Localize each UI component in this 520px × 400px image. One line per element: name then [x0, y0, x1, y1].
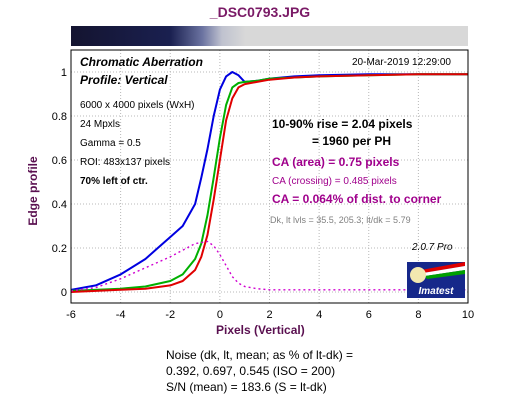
x-tick-label: 10 — [462, 309, 474, 321]
axis-ticks: -6 -4 -2 0 2 4 6 8 10 0 0.2 0.4 0.6 0.8 1 — [52, 67, 474, 321]
y-tick-label: 0.6 — [52, 155, 67, 167]
noise-line-1: Noise (dk, lt, mean; as % of lt-dk) = — [166, 348, 354, 362]
ca-corner-result: CA = 0.064% of dist. to corner — [272, 192, 442, 206]
noise-line-2: 0.392, 0.697, 0.545 (ISO = 200) — [166, 364, 336, 378]
x-tick-label: 0 — [217, 309, 223, 321]
roi-location: 70% left of ctr. — [80, 176, 148, 187]
y-tick-label: 0.4 — [52, 199, 67, 211]
y-tick-label: 0.2 — [52, 243, 67, 255]
y-axis-label: Edge profile — [26, 156, 40, 226]
version-label: 2.0.7 Pro — [412, 242, 453, 253]
grid — [70, 50, 469, 303]
x-tick-label: -2 — [165, 309, 175, 321]
y-tick-label: 0 — [61, 287, 67, 299]
series-line-1 — [70, 71, 468, 291]
x-tick-label: 6 — [366, 309, 372, 321]
noise-line-3: S/N (mean) = 183.6 (S = lt-dk) — [166, 380, 327, 394]
logo-graphic — [410, 262, 465, 283]
y-tick-label: 0.8 — [52, 111, 67, 123]
levels-result: Dk, lt lvls = 35.5, 205.3; lt/dk = 5.79 — [270, 215, 411, 225]
x-tick-label: 8 — [415, 309, 421, 321]
series-lines — [70, 71, 468, 293]
imatest-logo: Imatest — [407, 262, 465, 298]
x-axis-label: Pixels (Vertical) — [216, 323, 305, 337]
per-ph-result: = 1960 per PH — [312, 134, 392, 148]
rise-result: 10-90% rise = 2.04 pixels — [272, 117, 413, 131]
timestamp: 20-Mar-2019 12:29:00 — [352, 57, 451, 68]
ca-crossing-result: CA (crossing) = 0.485 pixels — [272, 176, 397, 187]
series-line-3 — [70, 73, 468, 293]
chart-title: Chromatic Aberration — [80, 55, 203, 69]
profile-label: Profile: Vertical — [80, 73, 168, 87]
x-tick-label: -6 — [66, 309, 76, 321]
x-tick-label: 4 — [316, 309, 322, 321]
x-tick-label: -4 — [116, 309, 126, 321]
roi: ROI: 483x137 pixels — [80, 157, 171, 168]
megapixels: 24 Mpxls — [80, 119, 121, 130]
x-tick-label: 2 — [266, 309, 272, 321]
edge-image-strip — [71, 26, 468, 46]
file-title: _DSC0793.JPG — [209, 4, 311, 20]
plot-frame — [70, 49, 469, 304]
ca-area-result: CA (area) = 0.75 pixels — [272, 155, 400, 169]
image-dims: 6000 x 4000 pixels (WxH) — [80, 100, 195, 111]
y-tick-label: 1 — [61, 67, 67, 79]
gamma: Gamma = 0.5 — [80, 138, 141, 149]
logo-text: Imatest — [418, 286, 454, 297]
